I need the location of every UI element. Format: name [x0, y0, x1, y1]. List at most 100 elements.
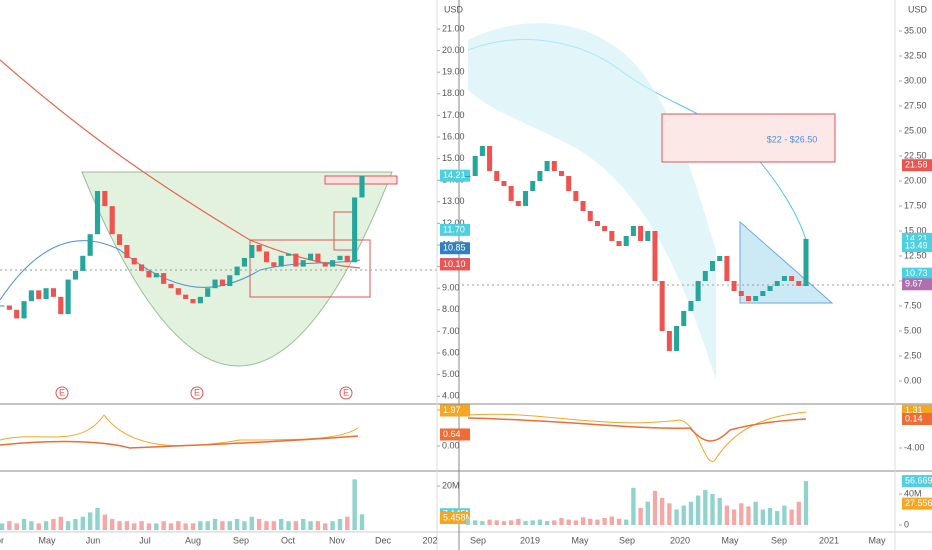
moving-average [0, 240, 361, 301]
tick-label: 20.00 [442, 45, 465, 55]
candle [337, 255, 343, 261]
tick-label: 22.50 [904, 150, 927, 160]
badge-label: 11.70 [443, 224, 465, 234]
tick-label: 0.00 [442, 440, 460, 450]
tick-label: -4.00 [904, 442, 925, 452]
candle [219, 279, 225, 287]
candle [501, 181, 507, 186]
tick-label: 5.00 [904, 325, 922, 335]
x-label: 2021 [819, 535, 839, 545]
candle [234, 266, 240, 276]
tick-label: 30.00 [904, 75, 927, 85]
price-badge [440, 223, 470, 236]
tick-label: 2.50 [904, 350, 922, 360]
candle [760, 291, 766, 296]
candle [315, 253, 321, 263]
candle [781, 276, 787, 281]
candle [796, 281, 802, 286]
candle [465, 176, 471, 177]
candle [271, 262, 277, 267]
volume-bar [308, 521, 313, 530]
x-label: May [38, 535, 56, 545]
candle [249, 245, 255, 258]
candle [717, 256, 723, 261]
volume-bar [43, 521, 49, 530]
badge-label: 1.31 [905, 405, 923, 415]
candle [472, 156, 478, 176]
candle [6, 305, 12, 310]
candle [638, 226, 644, 241]
x-label: or [0, 535, 4, 545]
x-label: 2020 [670, 535, 690, 545]
volume-bar [315, 521, 321, 530]
volume-bar [573, 520, 579, 525]
tick-label: 13.00 [442, 196, 465, 206]
candle [263, 251, 270, 263]
volume-bar [234, 519, 240, 530]
annotation: $22 - $26.50 [767, 134, 818, 144]
volume-bar [220, 521, 225, 530]
tick-label: 12.50 [904, 250, 927, 260]
volume-bar [775, 511, 780, 525]
candle [616, 241, 622, 246]
volume-bar [631, 487, 636, 525]
volume-bar [80, 516, 86, 530]
volume-bar [552, 520, 557, 525]
candle [58, 296, 64, 315]
volume-bar [198, 521, 203, 530]
candle [352, 197, 358, 263]
volume-bar [132, 523, 137, 530]
candle [124, 245, 130, 258]
x-label: Sep [470, 535, 486, 545]
tick-label: 18.00 [442, 88, 465, 98]
volume-bar [609, 516, 614, 525]
volume-bar [154, 523, 159, 530]
tick-label: 20.00 [904, 175, 927, 185]
volume-bar [501, 521, 507, 525]
candle [666, 331, 672, 351]
price-badge [440, 404, 470, 417]
candle [293, 253, 299, 267]
triangle-pattern [739, 220, 834, 304]
price-badge [902, 278, 932, 291]
volume-bar [146, 523, 152, 530]
volume-bar [695, 495, 701, 525]
candle [80, 255, 86, 271]
volume-bar [286, 521, 291, 530]
tick-label: 21.00 [442, 23, 465, 33]
candle [551, 161, 557, 171]
price-badge [902, 497, 932, 510]
candle [479, 146, 485, 156]
volume-bar [465, 518, 471, 525]
candle [322, 262, 328, 267]
x-label: 2019 [520, 535, 540, 545]
volume-bar [731, 509, 737, 525]
tick-label: 12.00 [442, 218, 465, 228]
badge-label: 13.49 [905, 240, 928, 250]
currency: USD [908, 4, 928, 14]
candle [131, 257, 137, 265]
price-badge [440, 428, 470, 441]
candle [558, 171, 565, 176]
volume-bar [95, 508, 100, 530]
volume-bar [660, 497, 665, 525]
volume-bar [242, 521, 247, 530]
volume-bar [595, 519, 600, 525]
price-badge [440, 258, 470, 271]
candle [65, 279, 71, 315]
x-label: Dec [375, 535, 392, 545]
tick-label: 15.00 [442, 153, 465, 163]
tick-label: 16.00 [442, 131, 465, 141]
candle [659, 281, 665, 331]
candle [139, 264, 145, 271]
volume-bar [588, 518, 593, 525]
volume-bar [516, 518, 521, 525]
candle [645, 231, 651, 241]
volume-bar [652, 490, 658, 525]
volume-bar [487, 519, 492, 525]
volume-bar [212, 519, 218, 530]
badge-label: 10.73 [905, 268, 928, 278]
volume-bar [645, 501, 650, 525]
price-badge [440, 511, 470, 524]
volume-bar [161, 521, 166, 530]
